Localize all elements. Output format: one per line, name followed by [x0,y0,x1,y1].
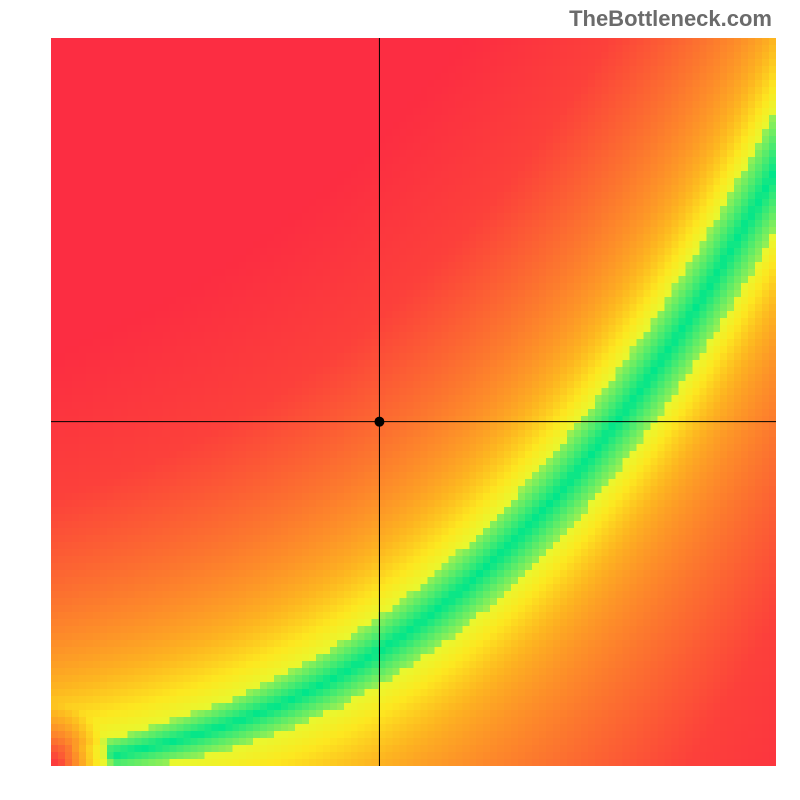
chart-container: TheBottleneck.com [0,0,800,800]
watermark-text: TheBottleneck.com [569,6,772,32]
bottleneck-heatmap [51,38,776,766]
